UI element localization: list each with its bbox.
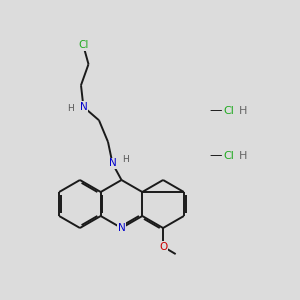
Text: Cl: Cl	[224, 151, 234, 161]
Text: N: N	[80, 102, 87, 112]
Text: N: N	[109, 158, 116, 169]
Text: Cl: Cl	[78, 40, 88, 50]
Text: —: —	[210, 104, 222, 118]
Text: H: H	[122, 155, 128, 164]
Text: O: O	[159, 242, 167, 252]
Text: H: H	[238, 106, 247, 116]
Text: Cl: Cl	[224, 106, 234, 116]
Text: N: N	[118, 223, 125, 233]
Text: H: H	[68, 104, 74, 113]
Text: H: H	[238, 151, 247, 161]
Text: —: —	[210, 149, 222, 163]
